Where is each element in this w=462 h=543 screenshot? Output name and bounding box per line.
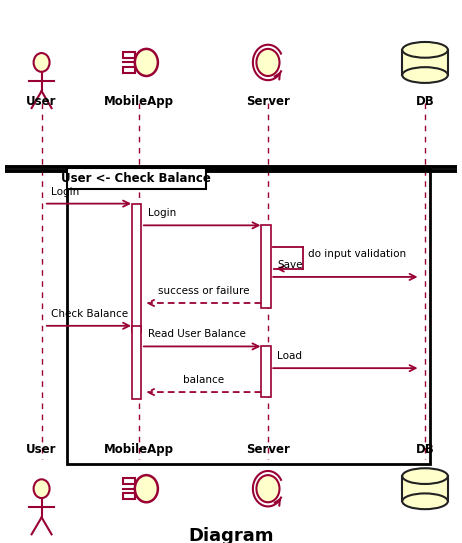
Text: MobileApp: MobileApp	[103, 443, 174, 456]
Bar	[123, 52, 135, 58]
Ellipse shape	[402, 494, 448, 509]
Text: User: User	[26, 95, 57, 108]
Text: User <- Check Balance: User <- Check Balance	[61, 172, 211, 185]
Text: Read User Balance: Read User Balance	[148, 330, 246, 339]
Bar	[402, 50, 448, 75]
Circle shape	[256, 49, 280, 76]
Circle shape	[34, 479, 49, 498]
Bar	[123, 493, 135, 499]
Text: do input validation: do input validation	[308, 249, 406, 258]
Text: Load: Load	[277, 351, 302, 361]
Text: Login: Login	[51, 187, 79, 197]
Bar	[132, 204, 141, 332]
Text: DB: DB	[416, 443, 434, 456]
Bar	[261, 346, 271, 397]
Text: DB: DB	[416, 95, 434, 108]
Circle shape	[34, 53, 49, 72]
Text: Save: Save	[277, 260, 303, 270]
Bar	[67, 168, 206, 189]
Bar	[132, 326, 141, 399]
Ellipse shape	[402, 468, 448, 484]
Text: Check Balance: Check Balance	[51, 309, 128, 319]
Bar	[67, 168, 430, 464]
Text: balance: balance	[182, 375, 224, 385]
Bar	[402, 476, 448, 501]
Text: Server: Server	[246, 95, 290, 108]
Circle shape	[135, 475, 158, 502]
Text: success or failure: success or failure	[158, 286, 249, 296]
Bar	[261, 225, 271, 308]
Ellipse shape	[402, 67, 448, 83]
Ellipse shape	[402, 42, 448, 58]
Bar	[123, 478, 135, 484]
Text: Login: Login	[148, 209, 176, 218]
Text: User: User	[26, 443, 57, 456]
Text: MobileApp: MobileApp	[103, 95, 174, 108]
Circle shape	[135, 49, 158, 76]
Bar	[123, 67, 135, 73]
Circle shape	[256, 475, 280, 502]
Text: Diagram: Diagram	[188, 527, 274, 543]
Text: Server: Server	[246, 443, 290, 456]
